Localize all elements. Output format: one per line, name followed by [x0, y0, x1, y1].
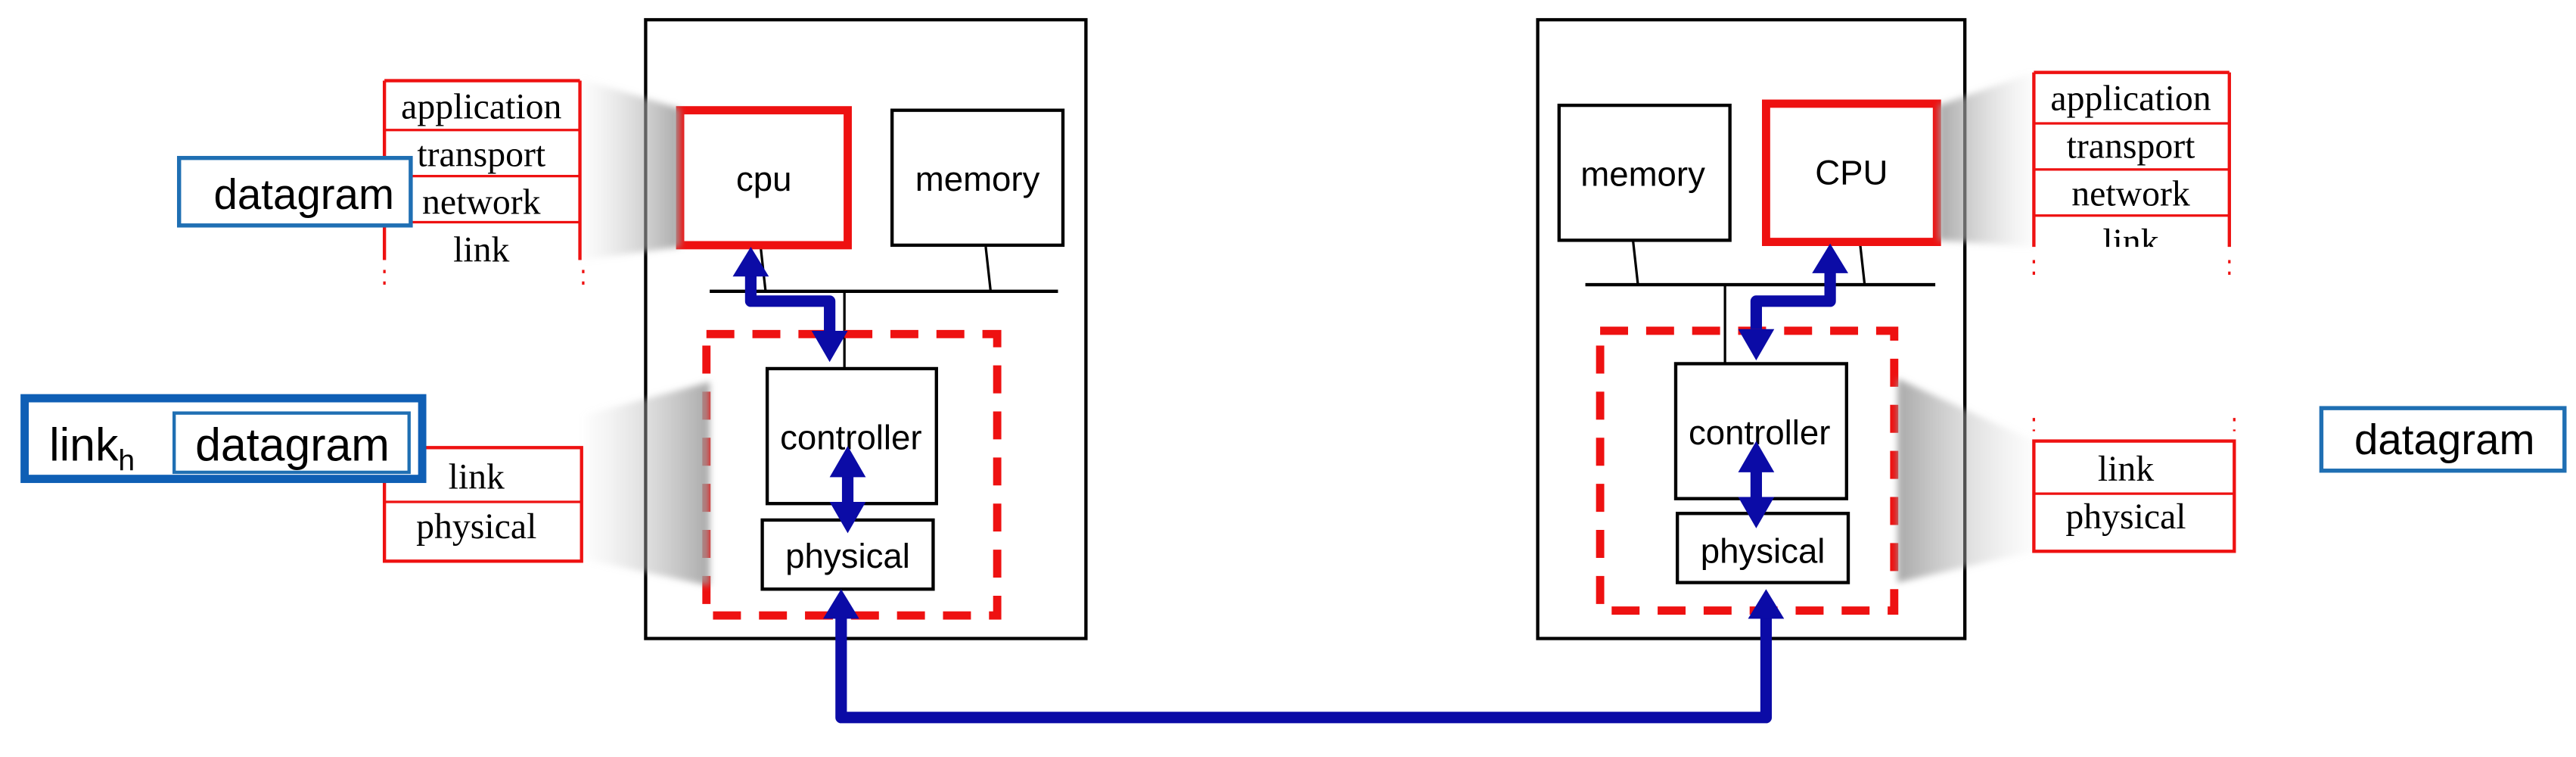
left-cpu-label: cpu [736, 160, 792, 198]
left-lower-layer-physical: physical [416, 506, 536, 547]
right-datagram: datagram [2319, 406, 2567, 473]
right-memory-label: memory [1580, 155, 1705, 194]
left-cpu-box [676, 106, 852, 250]
right-upper-stack-callout: application transport network link [1938, 70, 2231, 283]
frame-header-subscript: h [118, 445, 135, 478]
left-controller-label: controller [780, 418, 921, 456]
left-host: cpu memory controller physical [644, 17, 1088, 640]
link-layer-frame: linkh datagram [20, 394, 427, 484]
left-layer-application: application [401, 86, 561, 126]
left-physical-label: physical [785, 537, 910, 575]
arrow-head [822, 589, 859, 619]
right-cpu-box [1761, 99, 1941, 246]
left-lower-layer-link: link [449, 457, 505, 497]
arrow-head [1738, 497, 1775, 528]
right-cpu-bus-stub [1858, 240, 1866, 285]
frame-header-label: linkh [49, 419, 135, 478]
right-lower-protocol-stack: link physical [2032, 418, 2236, 553]
frame-datagram-box [172, 411, 411, 475]
arrow-head [829, 446, 866, 478]
right-physical-box [1675, 512, 1850, 584]
inter-host-link-arrow [835, 612, 1773, 724]
right-datagram-label: datagram [2354, 416, 2534, 463]
right-lower-funnel [1897, 378, 2034, 583]
data-path-arrows [744, 266, 1836, 724]
left-upper-stack-callout: application transport network link datag… [176, 79, 681, 293]
right-layer-application: application [2050, 79, 2211, 119]
left-datagram: datagram [176, 155, 413, 228]
right-layer-transport: transport [2067, 126, 2195, 167]
left-lower-funnel [585, 382, 710, 586]
left-layer-transport: transport [417, 135, 545, 175]
left-lower-stack-callout: link physical linkh datagram [20, 382, 710, 586]
right-physical-label: physical [1701, 531, 1826, 570]
arrow-head [829, 502, 866, 534]
right-memory-box [1557, 103, 1732, 242]
right-memory-bus-stub [1631, 240, 1639, 285]
right-layer-network: network [2071, 174, 2190, 214]
left-memory-bus-stub [984, 246, 993, 291]
right-upper-funnel [1938, 72, 2034, 248]
right-layer-link: link [2102, 222, 2158, 262]
right-lower-layer-link: link [2098, 449, 2154, 489]
left-upper-protocol-stack: application transport network link [382, 79, 585, 293]
left-cpu-controller-arrow [744, 268, 836, 336]
arrow-head [1748, 589, 1785, 619]
arrow-head [811, 330, 848, 363]
right-cpu-controller-arrow [1750, 266, 1836, 329]
arrow-head [732, 247, 769, 277]
arrow-head [1738, 441, 1775, 472]
left-layer-network: network [422, 182, 541, 223]
right-controller-label: controller [1689, 413, 1830, 452]
right-cpu-label: CPU [1815, 153, 1888, 192]
left-memory-box [890, 108, 1065, 248]
arrow-heads [732, 243, 1849, 619]
frame-datagram-label: datagram [195, 419, 390, 471]
arrow-head [1812, 243, 1849, 273]
right-lower-stack-callout: link physical datagram [1897, 378, 2567, 583]
arrow-head [1738, 329, 1775, 361]
left-layer-link: link [453, 230, 509, 270]
right-lower-layer-physical: physical [2065, 497, 2186, 537]
right-upper-protocol-stack: application transport network link [2032, 70, 2231, 283]
left-upper-funnel [581, 79, 681, 260]
left-datagram-label: datagram [213, 170, 393, 218]
left-memory-label: memory [915, 160, 1040, 198]
